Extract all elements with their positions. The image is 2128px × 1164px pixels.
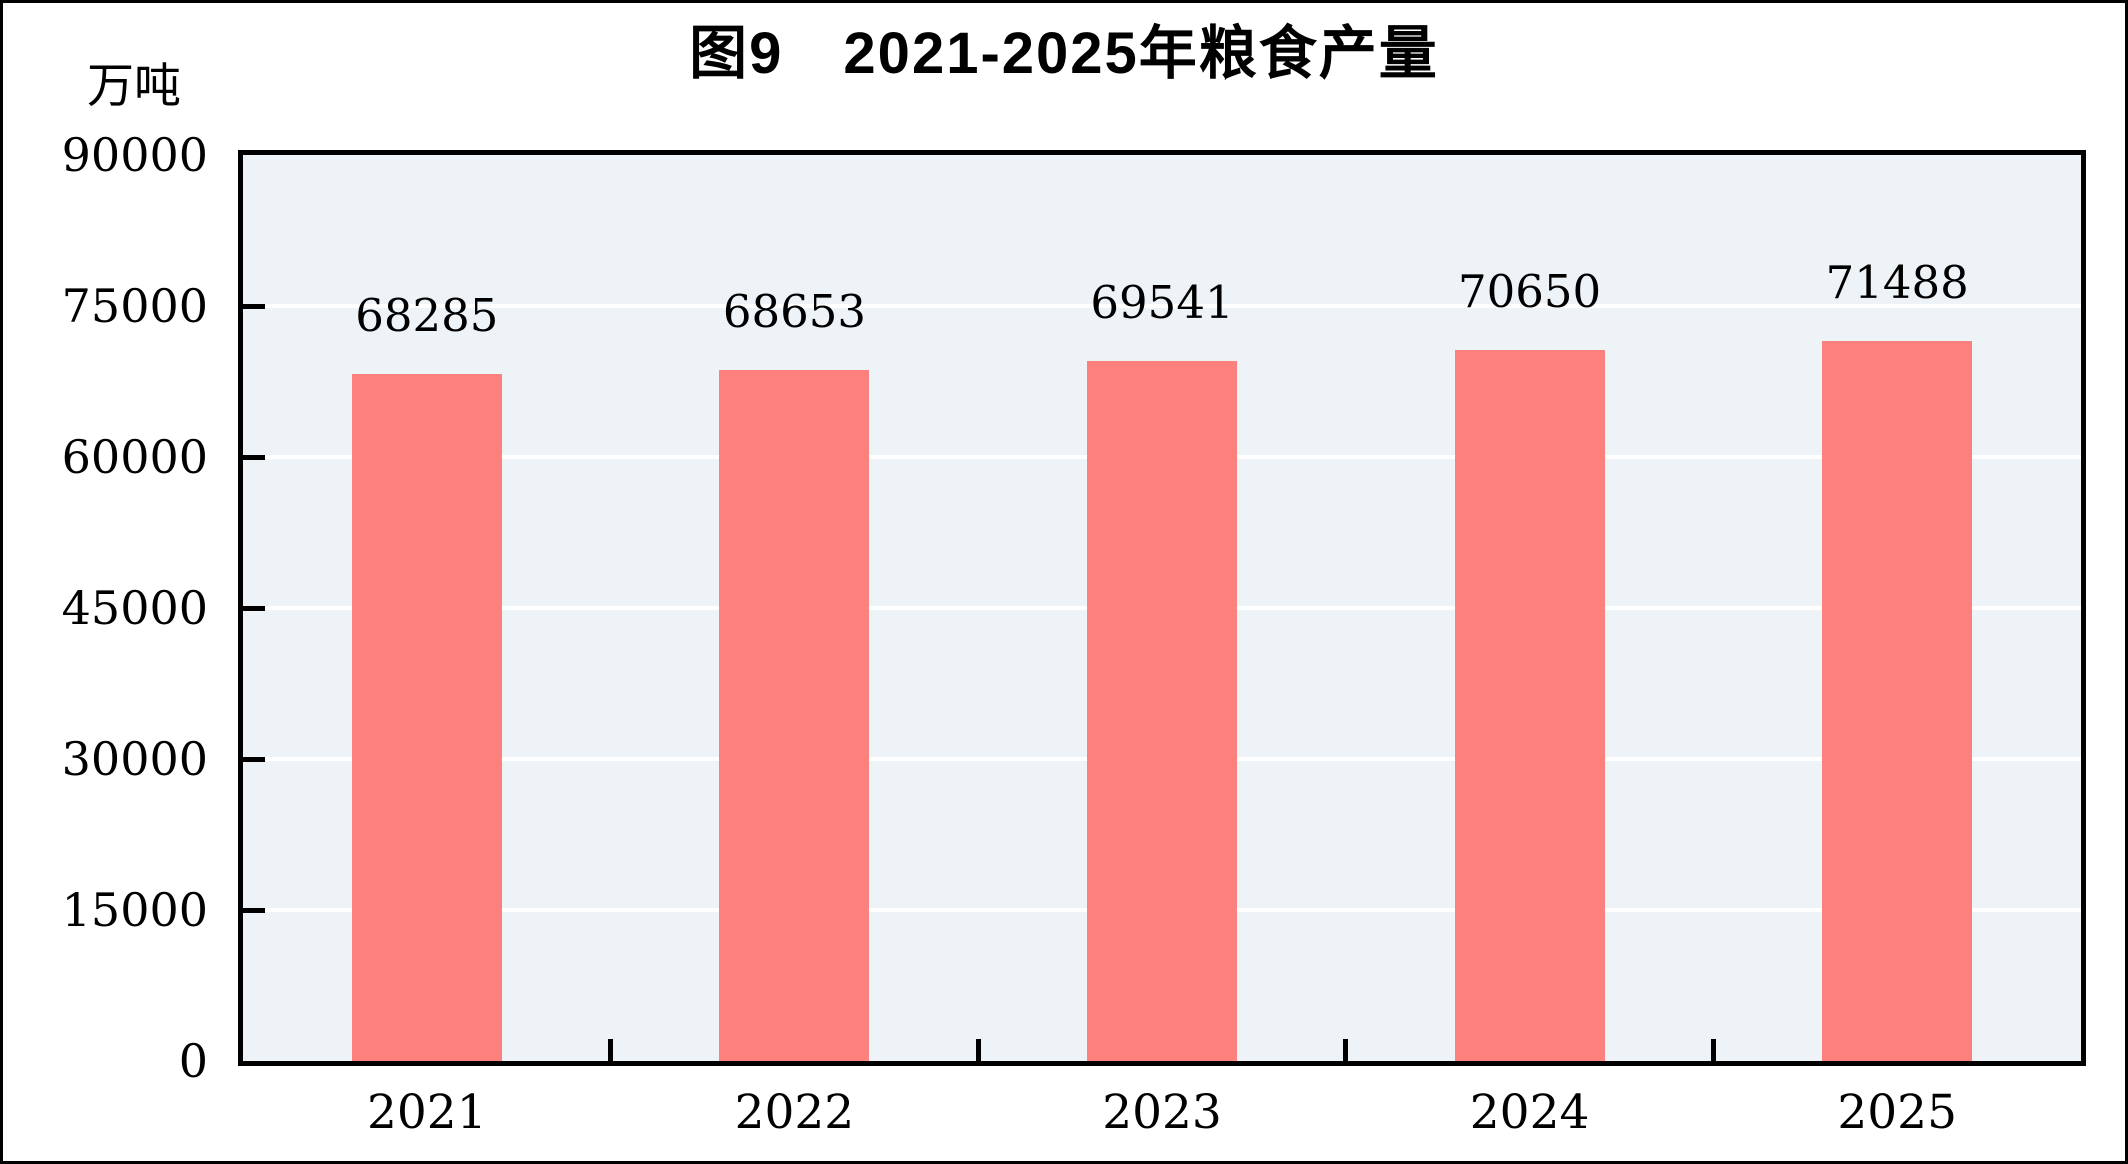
- y-tick-60000: [243, 454, 265, 460]
- x-tick-boundary-2: [975, 1039, 981, 1061]
- bar-2023: [1087, 360, 1237, 1061]
- chart-title: 图9 2021-2025年粮食产量: [689, 21, 1439, 86]
- bar-2022: [719, 369, 870, 1061]
- y-axis-unit-label: 万吨: [87, 59, 181, 114]
- gridline-75000: [243, 304, 2081, 308]
- bar-value-label-2023: 69541: [1090, 275, 1234, 329]
- plot-area: 68285 68653 69541 70650 71488: [238, 150, 2086, 1066]
- y-axis-tick-label-15000: 15000: [61, 883, 208, 937]
- bar-2024: [1454, 349, 1605, 1061]
- bar-value-label-2025: 71488: [1825, 256, 1969, 310]
- y-axis-tick-label-30000: 30000: [61, 732, 208, 786]
- y-tick-30000: [243, 756, 265, 762]
- bar-2025: [1822, 341, 1973, 1061]
- y-axis-tick-label-60000: 60000: [61, 430, 208, 484]
- x-axis-label-2023: 2023: [1102, 1085, 1222, 1140]
- y-axis-tick-label-0: 0: [178, 1034, 208, 1088]
- y-axis-tick-label-75000: 75000: [61, 279, 208, 333]
- bar-value-label-2021: 68285: [355, 288, 499, 342]
- x-axis-label-2021: 2021: [366, 1085, 487, 1140]
- x-tick-boundary-3: [1343, 1039, 1349, 1061]
- bar-value-label-2022: 68653: [722, 284, 866, 338]
- y-tick-45000: [243, 605, 265, 611]
- bar-value-label-2024: 70650: [1458, 264, 1602, 318]
- y-axis-tick-label-90000: 90000: [61, 128, 208, 182]
- bar-2021: [351, 373, 502, 1061]
- x-axis-label-2022: 2022: [734, 1085, 855, 1140]
- x-tick-boundary-4: [1710, 1039, 1716, 1061]
- y-axis-tick-label-45000: 45000: [61, 581, 208, 635]
- y-tick-75000: [243, 303, 265, 309]
- x-tick-boundary-1: [608, 1039, 614, 1061]
- y-tick-15000: [243, 907, 265, 913]
- x-axis-label-2024: 2024: [1469, 1085, 1590, 1140]
- x-axis-label-2025: 2025: [1837, 1085, 1957, 1140]
